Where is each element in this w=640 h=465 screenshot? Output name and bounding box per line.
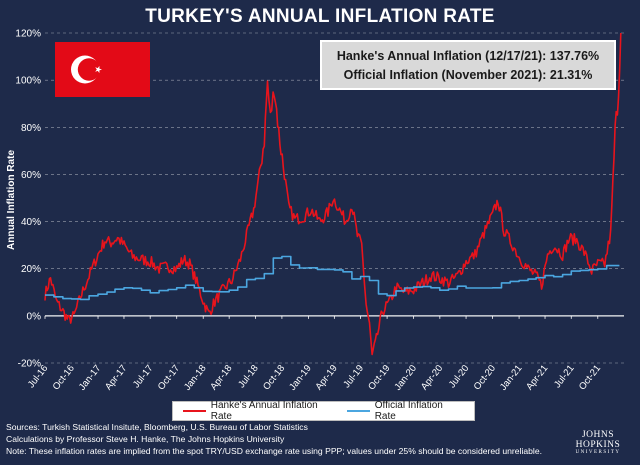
x-tick-label: Oct-17	[156, 363, 182, 392]
chart-footer: Sources: Turkish Statistical Insitute, B…	[6, 421, 542, 457]
y-tick-label: 20%	[21, 264, 41, 275]
x-tick-label: Jan-20	[392, 363, 419, 393]
x-tick-label: Jan-17	[77, 363, 104, 393]
hanke-inflation-readout: Hanke's Annual Inflation (12/17/21): 137…	[336, 49, 600, 63]
y-tick-label: 60%	[21, 170, 41, 181]
legend-label-hanke: Hanke's Annual Inflation Rate	[210, 400, 318, 422]
x-tick-label: Oct-19	[366, 363, 392, 392]
series-line-hanke	[44, 32, 622, 356]
y-tick-label: 100%	[15, 76, 41, 87]
y-tick-label: 0%	[27, 311, 42, 322]
johns-hopkins-logo: JOHNS HOPKINS UNIVERSITY	[560, 430, 636, 455]
x-tick-label: Jul-20	[447, 363, 472, 390]
y-tick-label: -20%	[18, 359, 41, 370]
x-tick-label: Oct-20	[472, 363, 498, 392]
footer-calculations: Calculations by Professor Steve H. Hanke…	[6, 434, 285, 444]
legend-item-hanke: Hanke's Annual Inflation Rate	[183, 400, 335, 422]
series-line-official	[45, 255, 620, 301]
logo-name: JOHNS HOPKINS	[575, 430, 621, 450]
legend-label-official: Official Inflation Rate	[374, 400, 443, 422]
x-tick-label: Jul-18	[236, 363, 261, 390]
x-tick-label: Jan-21	[498, 363, 525, 393]
x-tick-label: Apr-19	[313, 363, 339, 392]
legend-item-official: Official Inflation Rate	[346, 400, 462, 422]
x-tick-label: Jul-17	[131, 363, 156, 390]
x-tick-label: Oct-18	[261, 363, 287, 392]
turkey-flag-icon	[55, 42, 150, 97]
x-tick-label: Jul-21	[552, 363, 577, 390]
x-tick-label: Apr-17	[103, 363, 129, 392]
logo-sub: UNIVERSITY	[575, 450, 621, 455]
chart-title: TURKEY'S ANNUAL INFLATION RATE	[145, 6, 495, 27]
x-tick-label: Apr-21	[524, 363, 550, 392]
y-tick-label: 80%	[21, 123, 41, 134]
x-tick-label: Apr-20	[419, 363, 445, 392]
inflation-info-box: Hanke's Annual Inflation (12/17/21): 137…	[320, 40, 616, 90]
legend-swatch-hanke	[183, 410, 206, 412]
x-tick-label: Jan-18	[182, 363, 209, 393]
x-tick-label: Jan-19	[287, 363, 314, 393]
y-tick-label: 120%	[15, 29, 41, 40]
official-inflation-readout: Official Inflation (November 2021): 21.3…	[343, 68, 593, 82]
series-lines	[44, 32, 622, 356]
y-tick-label: 40%	[21, 217, 41, 228]
chart-legend: Hanke's Annual Inflation Rate Official I…	[172, 400, 475, 422]
footer-note: Note: These inflation rates are implied …	[6, 446, 542, 456]
y-axis-label: Annual Inflation Rate	[6, 150, 17, 250]
x-tick-label: Oct-21	[577, 363, 603, 392]
y-axis-ticks: -20% 0% 20% 40% 60% 80% 100% 120%	[15, 29, 41, 370]
x-axis-ticks: Jul-16 Oct-16 Jan-17 Apr-17 Jul-17 Oct-17 Jan-…	[26, 315, 603, 393]
x-tick-label: Oct-16	[51, 363, 77, 392]
x-tick-label: Apr-18	[208, 363, 234, 392]
legend-swatch-official	[346, 410, 370, 412]
footer-sources: Sources: Turkish Statistical Insitute, B…	[6, 422, 308, 432]
x-tick-label: Jul-19	[341, 363, 366, 390]
